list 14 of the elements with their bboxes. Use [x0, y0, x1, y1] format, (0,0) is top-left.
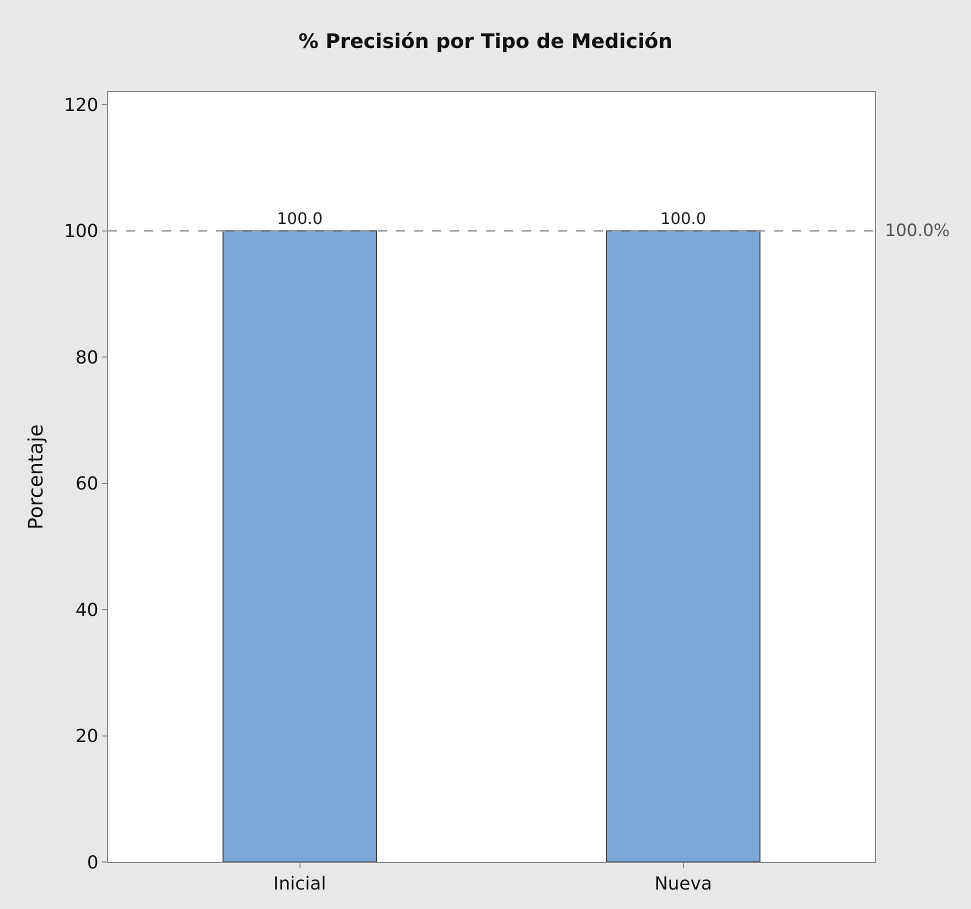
y-tick-label: 60: [75, 474, 98, 495]
x-tick-label: Nueva: [654, 874, 712, 895]
data-label: 100.0: [276, 208, 323, 228]
y-tick-label: 0: [86, 852, 98, 874]
y-tick-label: 40: [75, 600, 98, 621]
y-tick-label: 100: [64, 221, 98, 242]
y-axis-title: Porcentaje: [24, 424, 48, 530]
y-tick-label: 80: [75, 347, 98, 368]
data-label: 100.0: [660, 208, 706, 228]
x-tick-label: Inicial: [273, 874, 326, 895]
y-tick-label: 20: [75, 726, 98, 748]
ref-line-label: 100.0%: [885, 221, 950, 241]
chart-title: % Precisión por Tipo de Medición: [298, 28, 673, 53]
y-tick-label: 120: [64, 94, 98, 116]
